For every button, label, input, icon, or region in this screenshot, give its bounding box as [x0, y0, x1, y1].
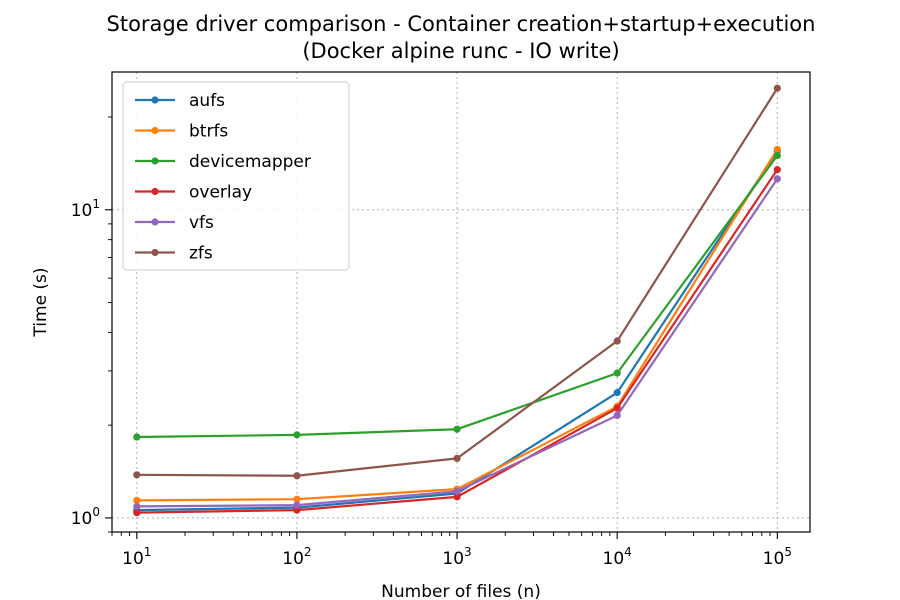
series-overlay — [133, 166, 781, 517]
legend-marker-btrfs — [151, 126, 159, 135]
data-point-zfs — [773, 84, 781, 92]
data-point-btrfs — [773, 145, 781, 154]
data-point-btrfs — [133, 496, 141, 504]
x-tick-label: 101 — [122, 545, 151, 569]
series-group — [133, 84, 781, 517]
data-point-overlay — [453, 493, 461, 501]
data-point-vfs — [453, 487, 461, 495]
legend-marker-zfs — [151, 248, 159, 257]
series-devicemapper — [133, 151, 781, 441]
data-point-devicemapper — [773, 151, 781, 160]
data-point-overlay — [293, 506, 301, 514]
data-point-vfs — [613, 411, 621, 420]
data-point-zfs — [133, 471, 141, 479]
data-point-vfs — [293, 501, 301, 509]
legend-label-zfs: zfs — [189, 244, 213, 264]
chart-subtitle: (Docker alpine runc - IO write) — [302, 39, 619, 63]
data-point-overlay — [613, 404, 621, 412]
data-point-devicemapper — [133, 433, 141, 441]
data-point-vfs — [133, 502, 141, 510]
legend-marker-devicemapper — [151, 157, 159, 165]
x-tick-label: 102 — [282, 545, 311, 569]
series-zfs — [133, 84, 781, 480]
data-point-zfs — [453, 454, 461, 462]
legend-label-overlay: overlay — [189, 183, 252, 203]
data-point-aufs — [613, 389, 621, 397]
legend-label-devicemapper: devicemapper — [189, 152, 311, 172]
data-point-overlay — [133, 509, 141, 517]
chart-title: Storage driver comparison - Container cr… — [107, 12, 816, 36]
series-vfs — [133, 175, 781, 510]
data-point-zfs — [613, 337, 621, 345]
legend-marker-aufs — [151, 96, 159, 104]
y-tick-label: 100 — [71, 505, 100, 529]
legend-marker-vfs — [151, 218, 159, 226]
legend-marker-overlay — [151, 187, 159, 196]
axis-ticks: 101 102 103 104 105 100 101 — [71, 116, 792, 569]
data-point-devicemapper — [293, 431, 301, 439]
legend: aufs btrfs devicemapper overlay vfs zfs — [122, 81, 350, 271]
x-tick-label: 105 — [763, 545, 792, 569]
data-point-overlay — [773, 166, 781, 174]
y-axis-label: Time (s) — [31, 267, 51, 337]
legend-label-vfs: vfs — [189, 213, 214, 233]
legend-box — [122, 81, 350, 271]
x-axis-label: Number of files (n) — [381, 582, 541, 600]
legend-label-aufs: aufs — [189, 91, 225, 111]
data-point-btrfs — [293, 495, 301, 503]
y-tick-label: 101 — [71, 197, 100, 221]
data-point-devicemapper — [613, 369, 621, 377]
plot-area-frame — [111, 71, 811, 533]
x-tick-label: 103 — [442, 545, 471, 569]
x-tick-label: 104 — [603, 545, 632, 569]
data-point-vfs — [773, 175, 781, 183]
legend-label-btrfs: btrfs — [189, 122, 228, 142]
data-point-devicemapper — [453, 425, 461, 433]
data-point-zfs — [293, 472, 301, 480]
